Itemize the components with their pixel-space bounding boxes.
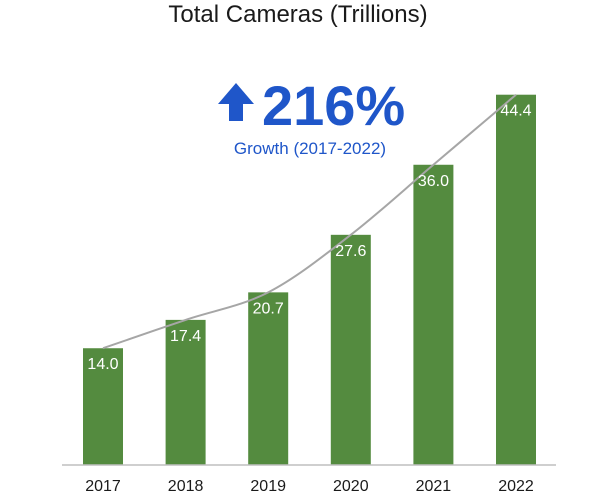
trend-line — [102, 93, 517, 350]
data-label-2021: 36.0 — [418, 173, 449, 190]
growth-percentage: 216% — [262, 74, 405, 137]
x-tick-2017: 2017 — [85, 478, 121, 495]
bar-2022 — [496, 94, 536, 465]
growth-annotation: 216% Growth (2017-2022) — [218, 74, 405, 158]
x-tick-labels: 2017 2018 2019 2020 2021 2022 — [85, 478, 534, 495]
bar-2020 — [330, 234, 371, 465]
growth-period-label: Growth (2017-2022) — [234, 139, 386, 158]
bar-2019 — [248, 292, 289, 465]
data-labels: 14.0 17.4 20.7 27.6 36.0 44.4 — [87, 103, 531, 374]
x-tick-2020: 2020 — [333, 478, 369, 495]
data-label-2018: 17.4 — [170, 328, 201, 345]
bar-2017 — [83, 348, 123, 465]
x-tick-2018: 2018 — [168, 478, 204, 495]
bars — [83, 94, 536, 465]
x-tick-2022: 2022 — [498, 478, 534, 495]
chart-title: Total Cameras (Trillions) — [168, 1, 427, 28]
data-label-2019: 20.7 — [253, 300, 284, 317]
up-arrow-icon — [218, 83, 254, 121]
data-label-2017: 14.0 — [87, 356, 118, 373]
data-label-2020: 27.6 — [335, 243, 366, 260]
bar-2018 — [165, 319, 206, 465]
x-tick-2019: 2019 — [250, 478, 286, 495]
data-label-2022: 44.4 — [500, 103, 531, 120]
bar-2021 — [413, 164, 454, 465]
x-tick-2021: 2021 — [416, 478, 452, 495]
